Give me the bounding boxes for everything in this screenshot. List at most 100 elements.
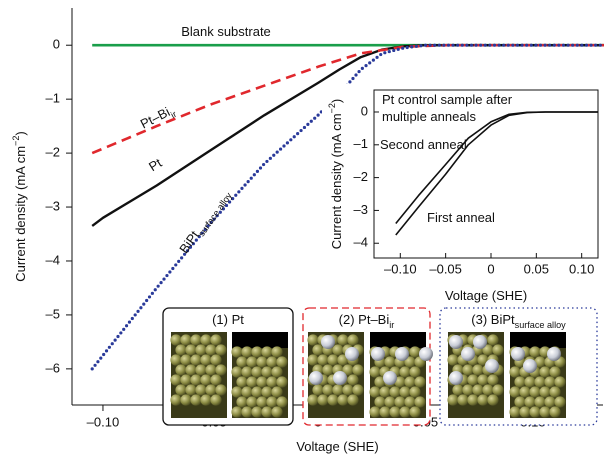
y-tick-label: –4 [354, 235, 368, 250]
atom [200, 394, 212, 406]
y-axis-label-part: −2 [11, 136, 21, 146]
atom [215, 384, 227, 396]
atom [317, 394, 329, 406]
inset-title-part: multiple anneals [382, 109, 476, 124]
atom [210, 394, 222, 406]
x-axis-label-part: Voltage (SHE) [445, 288, 527, 303]
atom [394, 376, 406, 388]
panel-label-part: surface alloy [515, 320, 567, 330]
bi-atom [547, 347, 561, 361]
atom [276, 376, 288, 388]
y-tick-label: –5 [46, 306, 60, 321]
atom [379, 406, 391, 418]
atom [352, 384, 364, 396]
atom [477, 374, 489, 386]
atom [271, 366, 283, 378]
atom [457, 394, 469, 406]
atom [529, 346, 541, 358]
y-axis-label-part: ) [329, 99, 344, 103]
atom [509, 386, 521, 398]
atom [266, 396, 278, 408]
atom [467, 374, 479, 386]
atom [251, 366, 263, 378]
atom [190, 354, 202, 366]
y-axis-label-part: −2 [327, 103, 337, 113]
atom [409, 406, 421, 418]
atom [180, 334, 192, 346]
atom [266, 376, 278, 388]
bi-atom [419, 347, 433, 361]
atom [205, 384, 217, 396]
atom [487, 334, 499, 346]
atom [509, 366, 521, 378]
atom [534, 356, 546, 368]
inset-title: multiple anneals [382, 109, 476, 124]
y-tick-label: 0 [53, 37, 60, 52]
atom [236, 396, 248, 408]
series-line [90, 43, 605, 371]
atom [180, 374, 192, 386]
atom [327, 394, 339, 406]
atom [524, 376, 536, 388]
atom [195, 344, 207, 356]
atom [369, 366, 381, 378]
atom [414, 396, 426, 408]
panel-label: (1) Pt [212, 312, 244, 327]
y-tick-label: –4 [46, 252, 60, 267]
atom [549, 386, 561, 398]
atom [447, 394, 459, 406]
atom [554, 376, 566, 388]
x-tick-label: 0 [487, 261, 494, 276]
y-tick-label: –3 [46, 198, 60, 213]
atom [404, 396, 416, 408]
atom [276, 356, 288, 368]
atom [246, 396, 258, 408]
atom [482, 384, 494, 396]
x-axis-label-part: Voltage (SHE) [296, 439, 378, 454]
atom [185, 364, 197, 376]
atom-image [231, 332, 288, 418]
atom [462, 364, 474, 376]
atom [534, 376, 546, 388]
atom-image [369, 332, 433, 418]
bi-atom [395, 347, 409, 361]
atom [399, 366, 411, 378]
atom [399, 406, 411, 418]
atom [539, 366, 551, 378]
bi-atom [383, 371, 397, 385]
atom [514, 376, 526, 388]
atom [241, 406, 253, 418]
atom [185, 344, 197, 356]
atom [352, 364, 364, 376]
series-label-part: ir [169, 109, 178, 120]
atom [472, 384, 484, 396]
atom [332, 384, 344, 396]
y-axis-label-part: Current density (mA cm [329, 113, 344, 249]
inset-title-part: Pt control sample after [382, 92, 513, 107]
bi-atom [485, 359, 499, 373]
atom [492, 344, 504, 356]
series-label-part: Blank substrate [181, 24, 271, 39]
atom [271, 346, 283, 358]
atom [322, 364, 334, 376]
atom [215, 364, 227, 376]
atom [241, 366, 253, 378]
atom [190, 334, 202, 346]
y-tick-label: –6 [46, 360, 60, 375]
atom [529, 386, 541, 398]
vacuum [370, 332, 426, 348]
y-axis-label-part: Current density (mA cm [13, 146, 28, 282]
atom [180, 394, 192, 406]
atom [175, 384, 187, 396]
bi-atom [321, 335, 335, 349]
atom [231, 366, 243, 378]
atom [307, 334, 319, 346]
x-tick-label: –0.10 [87, 414, 120, 429]
y-tick-label: –2 [46, 145, 60, 160]
atom [251, 386, 263, 398]
atom [529, 406, 541, 418]
inset-title: Pt control sample after [382, 92, 513, 107]
bi-atom [473, 335, 487, 349]
atom [251, 346, 263, 358]
